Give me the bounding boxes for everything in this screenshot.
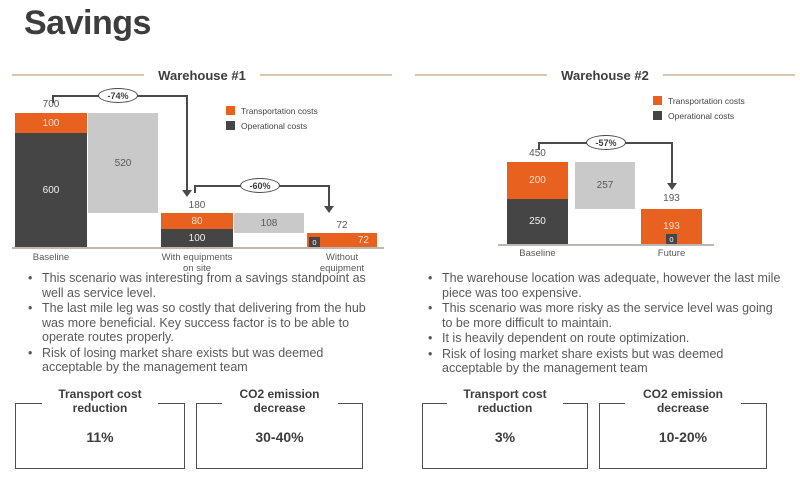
bracket-line — [671, 142, 673, 184]
zero-value-badge: 0 — [309, 237, 320, 247]
legend-item-operational: Operational costs — [653, 110, 745, 121]
category-label: Baseline — [519, 248, 556, 259]
zero-value-badge: 0 — [666, 234, 677, 244]
legend-item-transportation: Transportation costs — [226, 105, 318, 116]
metric-title: Transport cost reduction — [447, 387, 563, 415]
warehouse2-waterfall-chart: Transportation costs Operational costs -… — [420, 86, 795, 268]
bullet-item: It is heavily dependent on route optimiz… — [422, 331, 784, 346]
metric-title: CO2 emission decrease — [221, 387, 338, 415]
bar-segment-operational: 100 — [161, 229, 233, 247]
legend-item-transportation: Transportation costs — [653, 95, 745, 106]
metric-box-co2-w2: CO2 emission decrease 10-20% — [599, 387, 767, 469]
warehouse2-header: Warehouse #2 — [415, 66, 796, 84]
delta-badge: -60% — [240, 178, 280, 193]
legend-label: Transportation costs — [668, 95, 745, 106]
total-label: 700 — [42, 99, 60, 110]
warehouse2-legend: Transportation costs Operational costs — [653, 95, 745, 121]
x-axis-line — [498, 244, 714, 246]
transportation-swatch-icon — [226, 106, 235, 115]
total-label: 72 — [336, 220, 348, 231]
legend-label: Transportation costs — [241, 105, 318, 116]
bridge-bar: 257 — [575, 162, 635, 209]
arrow-down-icon — [667, 183, 677, 190]
metric-value: 3% — [494, 429, 516, 445]
operational-swatch-icon — [226, 121, 235, 130]
arrow-down-icon — [324, 206, 334, 213]
category-label: Future — [657, 248, 686, 259]
warehouse1-legend: Transportation costs Operational costs — [226, 105, 318, 131]
warehouse1-waterfall-chart: Transportation costs Operational costs -… — [12, 86, 392, 274]
bridge-bar: 108 — [234, 213, 304, 233]
transportation-swatch-icon — [653, 96, 662, 105]
metric-value: 11% — [86, 429, 114, 445]
header-line — [662, 74, 796, 76]
metric-box-transport-w2: Transport cost reduction 3% — [422, 387, 588, 469]
total-label: 450 — [529, 148, 546, 159]
bar-segment-transportation: 100 — [15, 113, 87, 133]
page-title: Savings — [24, 4, 151, 42]
bullet-item: Risk of losing market share exists but w… — [422, 347, 784, 376]
delta-badge: -57% — [586, 135, 626, 150]
bar-segment-transportation: 80 — [161, 213, 233, 229]
warehouse2-bullet-list: The warehouse location was adequate, how… — [422, 271, 784, 377]
bullet-item: Risk of losing market share exists but w… — [22, 346, 380, 375]
bar-segment-transportation: 72 — [307, 233, 377, 247]
bridge-bar: 520 — [88, 113, 158, 213]
metric-title: CO2 emission decrease — [625, 387, 741, 415]
warehouse1-title: Warehouse #1 — [158, 67, 246, 83]
warehouse2-title: Warehouse #2 — [561, 67, 649, 83]
metric-value: 10-20% — [658, 429, 708, 445]
bracket-tick — [194, 185, 196, 193]
bullet-item: The warehouse location was adequate, how… — [422, 271, 784, 300]
arrow-down-icon — [182, 190, 192, 197]
bracket-line — [186, 95, 188, 191]
bracket-tick — [538, 142, 540, 150]
bullet-item: The last mile leg was so costly that del… — [22, 301, 380, 345]
legend-item-operational: Operational costs — [226, 120, 318, 131]
operational-swatch-icon — [653, 111, 662, 120]
metric-value: 30-40% — [255, 429, 304, 445]
metric-title: Transport cost reduction — [42, 387, 158, 415]
category-label: Baseline — [32, 252, 70, 263]
metric-box-co2-w1: CO2 emission decrease 30-40% — [196, 387, 363, 469]
bracket-tick — [52, 95, 54, 103]
header-line — [415, 74, 548, 76]
bar-segment-operational: 600 — [15, 133, 87, 247]
bar-segment-operational: 250 — [507, 199, 568, 244]
header-line — [12, 74, 145, 76]
bracket-line — [328, 185, 330, 207]
metric-box-transport-w1: Transport cost reduction 11% — [15, 387, 185, 469]
header-line — [259, 74, 393, 76]
warehouse1-bullet-list: This scenario was interesting from a sav… — [22, 271, 380, 376]
x-axis-line — [12, 247, 384, 249]
bullet-item: This scenario was more risky as the serv… — [422, 301, 784, 330]
total-label: 193 — [663, 193, 680, 204]
total-label: 180 — [188, 200, 206, 211]
category-label: With equipments on site — [161, 252, 233, 274]
warehouse1-header: Warehouse #1 — [12, 66, 393, 84]
bar-segment-transportation: 200 — [507, 162, 568, 199]
legend-label: Operational costs — [241, 120, 308, 131]
legend-label: Operational costs — [668, 110, 735, 121]
category-label: Without equipment — [319, 252, 365, 274]
bullet-item: This scenario was interesting from a sav… — [22, 271, 380, 300]
delta-badge: -74% — [98, 88, 138, 103]
